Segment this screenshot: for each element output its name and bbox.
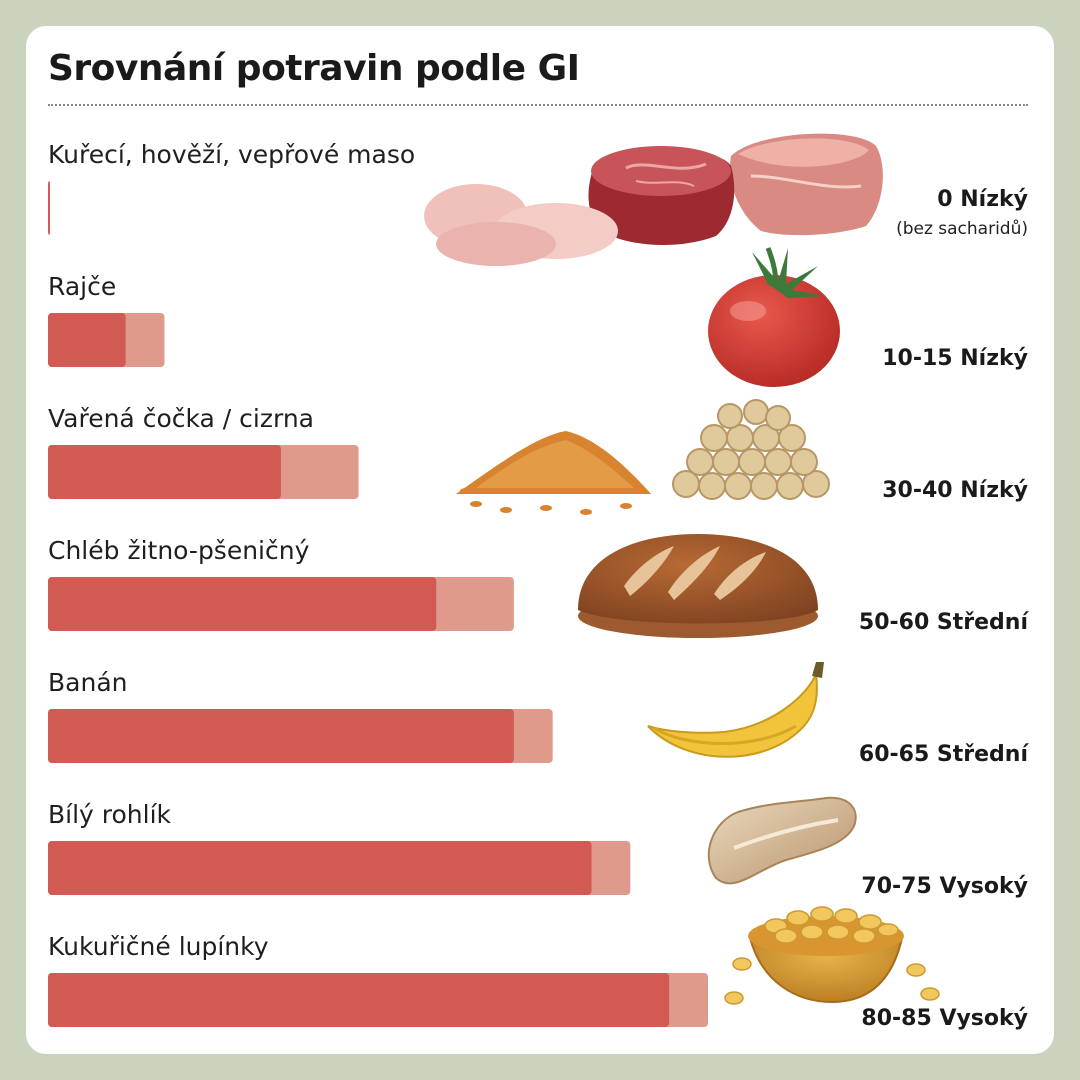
chart-area: Kuřecí, hověží, vepřové maso Rajče Vařená … [48,133,1030,1031]
cornflakes-illustration [724,906,940,1005]
category-label: Rajče [48,272,116,301]
bar-range-low [48,445,281,499]
bar-range-low [48,841,592,895]
bar-range-low [48,577,437,631]
chart-title: Srovnání potravin podle GI [48,48,580,89]
lentils-illustration [456,431,651,515]
banana-illustration [647,662,824,758]
gi-note-label: (bez sacharidů) [896,219,1028,239]
gi-value-label: 60-65 Střední [859,742,1030,767]
bar-range-low [48,973,670,1027]
gi-value-label: 10-15 Nízký [882,346,1028,371]
bar-range-low [48,709,514,763]
category-label: Vařená čočka / cizrna [48,404,314,433]
meat-illustration [424,133,883,266]
tomato-illustration [708,247,840,387]
bar-range-low [48,313,126,367]
gi-value-label: 80-85 Vysoký [861,1006,1028,1031]
gi-value-label: 50-60 Střední [859,610,1030,635]
category-label: Banán [48,668,127,697]
category-label: Chléb žitno-pšeničný [48,536,310,565]
category-label: Bílý rohlík [48,800,172,829]
bread-roll-illustration [707,796,857,885]
gi-value-label: 70-75 Vysoký [861,874,1028,899]
title-divider [48,104,1028,106]
category-label: Kuřecí, hověží, vepřové maso [48,140,415,169]
chickpeas-illustration [672,399,830,500]
bread-illustration [578,534,818,638]
gi-value-label: 30-40 Nízký [882,478,1028,503]
infographic-card: Srovnání potravin podle GI Kuřecí, hověž… [26,26,1054,1054]
bar-range-high [48,181,50,235]
category-label: Kukuřičné lupínky [48,932,269,961]
gi-value-label: 0 Nízký [937,187,1028,212]
